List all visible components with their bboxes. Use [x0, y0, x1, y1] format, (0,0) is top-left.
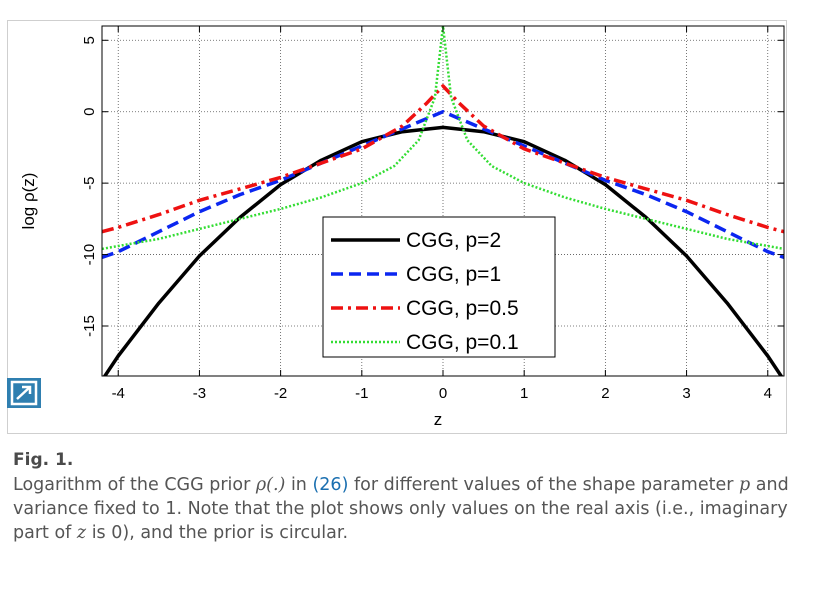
caption-z: z — [76, 523, 87, 543]
series-layer — [102, 26, 784, 376]
x-tick-label: 1 — [520, 385, 528, 402]
legend-label: CGG, p=1 — [406, 263, 501, 286]
x-tick-label: -3 — [193, 385, 206, 402]
legend-label: CGG, p=0.1 — [406, 331, 519, 354]
x-tick-label: -2 — [274, 385, 287, 402]
figure-frame: -4 -3 -2 -1 0 1 2 3 4 5 0 -5 -10 -15 z log ρ(z) CGG, … — [7, 20, 787, 434]
x-tick-label: -1 — [355, 385, 368, 402]
caption-text-4: and variance fixed to 1. Note that the p… — [13, 475, 789, 543]
equation-reference-link[interactable]: (26) — [312, 475, 349, 495]
y-tick-label: 0 — [81, 108, 98, 116]
caption-text-5: is 0), and the prior is circular. — [86, 523, 349, 543]
caption-p: p — [739, 475, 751, 495]
y-tick-label: -15 — [81, 315, 98, 337]
series-line-2 — [102, 84, 784, 234]
caption-text-3: for different values of the shape parame… — [348, 475, 739, 495]
chart: -4 -3 -2 -1 0 1 2 3 450-5-10-15 z log ρ(z) CGG, … — [19, 25, 785, 429]
y-tick-label: 5 — [81, 36, 98, 44]
x-tick-label: 3 — [682, 385, 690, 402]
y-tick-label: -10 — [81, 244, 98, 266]
series-line-3 — [102, 26, 784, 251]
figure-caption: Logarithm of the CGG prior ρ(.) in (26) … — [13, 473, 803, 545]
series-line-0 — [102, 125, 784, 376]
legend-label: CGG, p=2 — [406, 229, 501, 252]
x-tick-label: -4 — [112, 385, 125, 402]
x-tick-label: 0 — [439, 385, 447, 402]
legend: CGG, p=2 CGG, p=1 CGG, p=0.5 CGG, p=0.1 — [322, 216, 556, 358]
caption-text-2: in — [285, 475, 313, 495]
caption-rho: ρ(.) — [255, 475, 286, 495]
y-axis-title: log ρ(z) — [19, 173, 38, 230]
expand-figure-button[interactable] — [7, 378, 41, 408]
x-axis-title: z — [434, 410, 443, 429]
legend-label: CGG, p=0.5 — [406, 297, 519, 320]
figure-label: Fig. 1. — [13, 450, 74, 470]
series-line-1 — [102, 109, 784, 260]
expand-arrow-icon — [10, 380, 38, 406]
y-tick-label: -5 — [81, 176, 98, 189]
x-tick-label: 2 — [601, 385, 609, 402]
x-tick-label: 4 — [764, 385, 772, 402]
tick-layer: -4 -3 -2 -1 0 1 2 3 450-5-10-15 — [81, 26, 784, 402]
caption-text-1: Logarithm of the CGG prior — [13, 475, 256, 495]
